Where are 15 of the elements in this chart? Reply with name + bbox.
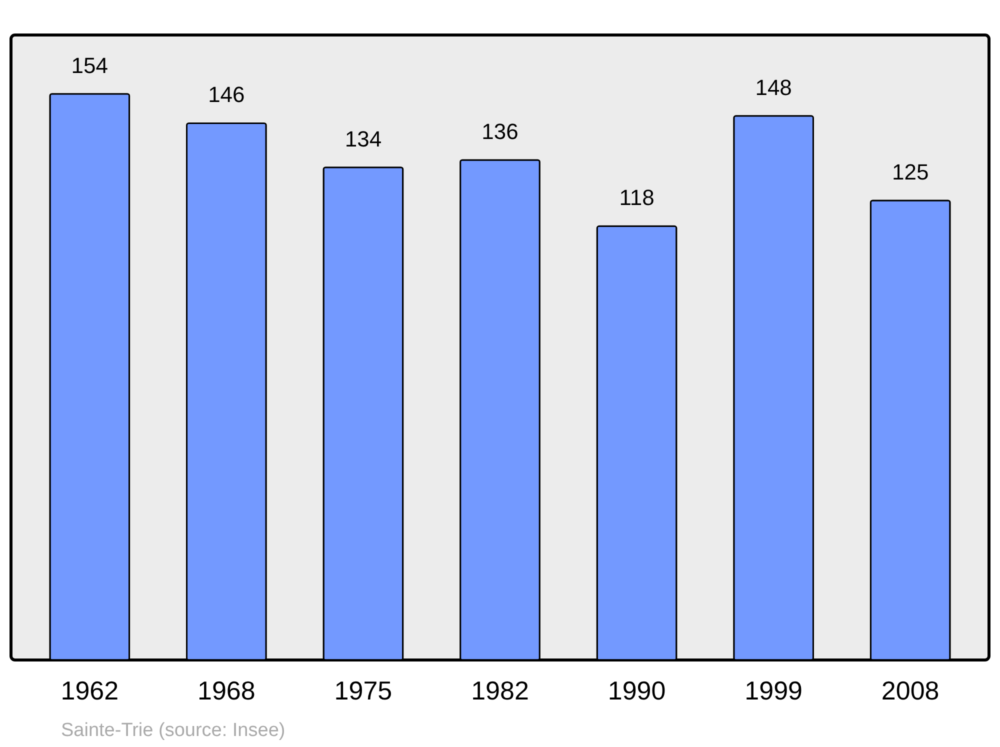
data-label: 136 [482, 119, 518, 144]
x-tick-label: 1990 [608, 676, 666, 706]
x-tick-label: 1975 [334, 676, 392, 706]
x-tick-label: 2008 [881, 676, 940, 706]
data-label: 134 [344, 126, 382, 152]
x-tick-label: 1962 [60, 676, 119, 706]
x-tick-label: 1999 [744, 676, 802, 706]
data-label: 118 [619, 185, 654, 210]
x-tick-label: 1968 [198, 676, 256, 706]
data-label: 125 [892, 159, 929, 184]
data-label: 148 [755, 74, 792, 100]
x-tick-label: 1982 [471, 676, 529, 706]
text: Sainte-Trie (source: Insee) [61, 720, 286, 741]
data-label: 146 [208, 82, 245, 108]
data-label: 154 [71, 52, 108, 78]
